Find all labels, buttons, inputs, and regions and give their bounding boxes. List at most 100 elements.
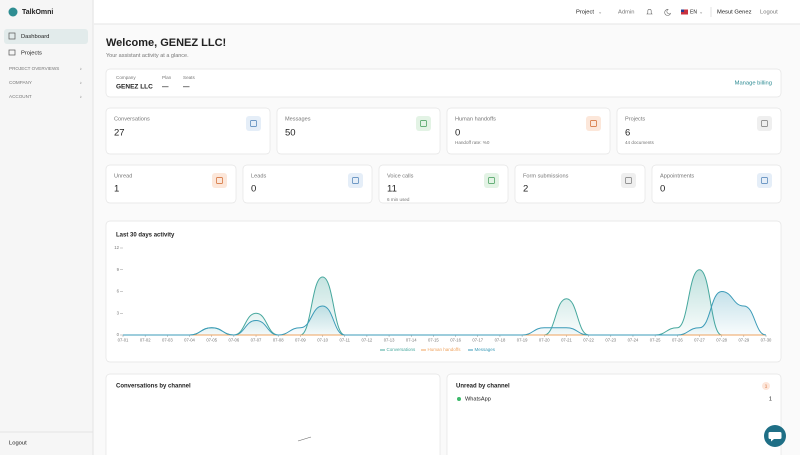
caret: ⌄: [598, 9, 602, 15]
stat-value: 2: [523, 184, 528, 195]
stat-card: [105, 107, 271, 155]
x-tick-label: 07-16: [450, 338, 461, 343]
card-title: Unread by channel: [456, 384, 510, 390]
user-name[interactable]: Mesut Genez: [717, 10, 752, 16]
stat-icon: [590, 120, 597, 127]
x-tick-label: 07-19: [517, 338, 528, 343]
stat-icon: [761, 120, 768, 127]
field-label: Seats: [183, 75, 195, 80]
nav-section[interactable]: COMPANY: [9, 80, 32, 85]
stat-icon: [352, 177, 359, 184]
stat-icon: [625, 177, 632, 184]
language-select[interactable]: EN: [690, 9, 697, 15]
stat-value: 11: [387, 184, 397, 195]
legend-label[interactable]: Conversations: [387, 347, 417, 352]
y-tick-label: 0: [117, 332, 120, 337]
badge-count: 1: [765, 384, 768, 389]
x-tick-label: 07-09: [295, 338, 306, 343]
x-tick-label: 07-20: [539, 338, 550, 343]
x-tick-label: 07-21: [561, 338, 572, 343]
stat-label: Voice calls: [387, 173, 414, 179]
x-tick-label: 07-17: [472, 338, 483, 343]
legend-label[interactable]: Messages: [475, 347, 496, 352]
stat-label: Conversations: [114, 116, 150, 122]
stat-icon-bg: [757, 116, 772, 131]
channel-dot: [457, 397, 461, 401]
brand: TalkOmni: [22, 9, 53, 16]
stat-note: Handoff rate: %0: [455, 140, 490, 145]
nav-item[interactable]: Dashboard: [21, 34, 49, 40]
stat-icon-bg: [348, 173, 363, 188]
field-value: GENEZ LLC: [116, 84, 153, 91]
stat-card: [105, 164, 237, 204]
nav-section[interactable]: PROJECT OVERVIEWS: [9, 66, 59, 71]
x-tick-label: 07-08: [273, 338, 284, 343]
stat-icon: [761, 177, 768, 184]
series-area: [123, 291, 766, 335]
chart-title: Last 30 days activity: [116, 233, 175, 239]
manage-billing[interactable]: Manage billing: [735, 81, 772, 87]
bell-icon[interactable]: [646, 9, 653, 15]
field-value: —: [183, 84, 190, 91]
x-tick-label: 07-23: [605, 338, 616, 343]
stat-value: 50: [285, 128, 296, 139]
sidebar-logout[interactable]: Logout: [9, 441, 27, 447]
x-tick-label: 07-14: [406, 338, 417, 343]
x-tick-label: 07-25: [650, 338, 661, 343]
nav-icon: [8, 49, 16, 56]
stat-card: [276, 107, 441, 155]
project-select[interactable]: Project: [576, 10, 594, 16]
nav-active-bg[interactable]: [4, 29, 88, 44]
flag-icon: [681, 9, 688, 15]
page-title: Welcome, GENEZ LLC!: [106, 37, 226, 49]
x-tick-label: 07-24: [628, 338, 639, 343]
x-tick-label: 07-27: [694, 338, 705, 343]
theme-toggle[interactable]: [664, 9, 672, 16]
x-tick-label: 07-06: [229, 338, 240, 343]
stat-icon: [488, 177, 495, 184]
y-tick-label: 12: [114, 245, 119, 250]
series-line: [123, 290, 767, 336]
x-tick-label: 07-05: [206, 338, 217, 343]
nav-item[interactable]: Projects: [21, 51, 42, 57]
stat-icon-bg: [757, 173, 772, 188]
stat-card: [378, 164, 509, 204]
field-label: Plan: [162, 75, 172, 80]
x-tick-label: 07-22: [583, 338, 594, 343]
stat-icon: [250, 120, 257, 127]
stat-card: [651, 164, 782, 204]
stat-label: Projects: [625, 116, 645, 122]
x-tick-label: 07-30: [761, 338, 772, 343]
stat-label: Leads: [251, 173, 266, 179]
stat-note: 6 min used: [387, 197, 410, 202]
flag-icon-canton: [681, 9, 684, 12]
stat-card: [616, 107, 782, 155]
mini-chart: [297, 436, 312, 442]
stat-value: 27: [114, 128, 125, 139]
y-tick-label: 6: [117, 289, 120, 294]
chat-icon: [768, 432, 782, 442]
admin-link[interactable]: Admin: [618, 10, 634, 16]
x-tick-label: 07-04: [184, 338, 195, 343]
field-label: Company: [116, 75, 136, 80]
stat-value: 6: [625, 128, 630, 139]
stat-card: [242, 164, 373, 204]
stat-value: 1: [114, 184, 119, 195]
stat-note: 44 documents: [625, 140, 655, 145]
legend-label[interactable]: Human handoffs: [428, 347, 462, 352]
topbar-logout[interactable]: Logout: [760, 10, 778, 16]
stat-value: 0: [455, 128, 460, 139]
chart-card: [105, 220, 782, 363]
stat-icon-bg: [586, 116, 601, 131]
chevron: ›: [80, 80, 82, 86]
x-tick-label: 07-07: [251, 338, 262, 343]
nav-section[interactable]: ACCOUNT: [9, 94, 32, 99]
stat-label: Appointments: [660, 173, 694, 179]
x-tick-label: 07-11: [340, 338, 351, 343]
x-tick-label: 07-15: [428, 338, 439, 343]
y-tick-label: 3: [117, 310, 120, 315]
stat-card: [514, 164, 646, 204]
stat-label: Unread: [114, 173, 132, 179]
x-tick-label: 07-03: [162, 338, 173, 343]
